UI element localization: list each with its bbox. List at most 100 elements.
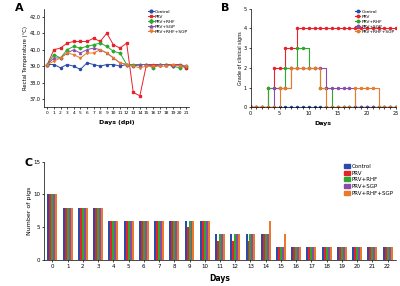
Bar — [48, 194, 50, 260]
PRV+SGP — [300, 66, 305, 69]
Bar — [101, 208, 103, 260]
Bar — [175, 221, 177, 260]
PRV+RHF — [266, 86, 270, 89]
PRV — [394, 27, 398, 30]
PRV — [336, 27, 340, 30]
Bar — [110, 221, 112, 260]
Bar — [284, 234, 286, 260]
PRV+RHF+SGP — [330, 106, 334, 109]
PRV+RHF — [295, 46, 300, 50]
Bar — [310, 247, 312, 260]
Bar — [295, 247, 297, 260]
PRV+RHF — [330, 106, 334, 109]
Bar — [200, 221, 202, 260]
Bar — [356, 247, 358, 260]
Bar — [208, 221, 210, 260]
PRV — [272, 66, 276, 69]
Control — [370, 106, 375, 109]
PRV+SGP — [364, 106, 369, 109]
Bar — [192, 221, 194, 260]
PRV — [295, 27, 300, 30]
PRV — [248, 106, 253, 109]
PRV+SGP — [353, 106, 358, 109]
Control — [382, 106, 387, 109]
PRV+RHF — [347, 106, 352, 109]
PRV+RHF+SGP — [318, 86, 323, 89]
Y-axis label: Rectal Temperature (°C): Rectal Temperature (°C) — [23, 26, 28, 90]
Bar — [328, 247, 330, 260]
PRV+RHF+SGP — [260, 106, 264, 109]
Bar — [82, 208, 84, 260]
Bar — [63, 208, 65, 260]
Bar — [299, 247, 301, 260]
Bar — [282, 247, 284, 260]
PRV+RHF+SGP — [394, 106, 398, 109]
PRV — [260, 106, 264, 109]
PRV+RHF+SGP — [248, 106, 253, 109]
Bar — [116, 221, 118, 260]
PRV+RHF+SGP — [283, 86, 288, 89]
Control — [359, 106, 364, 109]
PRV+SGP — [359, 106, 364, 109]
PRV — [382, 27, 387, 30]
X-axis label: Days: Days — [315, 121, 332, 126]
Control — [272, 106, 276, 109]
PRV+RHF — [382, 106, 387, 109]
Control — [318, 106, 323, 109]
PRV+SGP — [260, 106, 264, 109]
Bar — [93, 208, 95, 260]
Bar — [158, 221, 160, 260]
Bar — [143, 221, 145, 260]
Bar — [132, 221, 134, 260]
Bar — [188, 221, 190, 260]
PRV+SGP — [277, 86, 282, 89]
Bar — [267, 234, 269, 260]
X-axis label: Days (dpi): Days (dpi) — [99, 120, 134, 125]
Bar — [246, 234, 248, 260]
PRV+RHF — [394, 106, 398, 109]
Bar — [345, 247, 347, 260]
Legend: Control, PRV, PRV+RHF, PRV+SGP, PRV+RHF+SGP: Control, PRV, PRV+RHF, PRV+SGP, PRV+RHF+… — [354, 9, 396, 35]
PRV — [289, 46, 294, 50]
Bar — [308, 247, 310, 260]
PRV+SGP — [388, 106, 392, 109]
PRV — [306, 27, 311, 30]
PRV+SGP — [295, 66, 300, 69]
PRV+RHF — [341, 106, 346, 109]
Bar — [51, 194, 53, 260]
Bar — [326, 247, 328, 260]
PRV — [318, 27, 323, 30]
Bar — [162, 221, 164, 260]
PRV+SGP — [382, 106, 387, 109]
Legend: Control, PRV, PRV+RHF, PRV+SGP, PRV+RHF+SGP: Control, PRV, PRV+RHF, PRV+SGP, PRV+RHF+… — [148, 9, 189, 35]
Bar — [230, 234, 232, 260]
PRV — [254, 106, 259, 109]
PRV+SGP — [248, 106, 253, 109]
Bar — [184, 221, 186, 260]
Bar — [254, 234, 256, 260]
Bar — [343, 247, 345, 260]
PRV+RHF+SGP — [359, 86, 364, 89]
Bar — [156, 221, 158, 260]
Bar — [206, 221, 208, 260]
Bar — [250, 234, 252, 260]
Bar — [55, 194, 57, 260]
Bar — [297, 247, 299, 260]
Bar — [114, 221, 116, 260]
Control — [260, 106, 264, 109]
Bar — [385, 247, 387, 260]
PRV — [300, 27, 305, 30]
PRV+RHF+SGP — [306, 66, 311, 69]
Bar — [145, 221, 147, 260]
PRV+SGP — [376, 106, 381, 109]
PRV — [359, 27, 364, 30]
Bar — [312, 247, 314, 260]
PRV+RHF+SGP — [324, 106, 328, 109]
Bar — [221, 234, 223, 260]
PRV+RHF+SGP — [341, 106, 346, 109]
Bar — [177, 221, 179, 260]
PRV+RHF — [359, 106, 364, 109]
PRV+SGP — [347, 86, 352, 89]
Bar — [252, 234, 254, 260]
Bar — [389, 247, 390, 260]
